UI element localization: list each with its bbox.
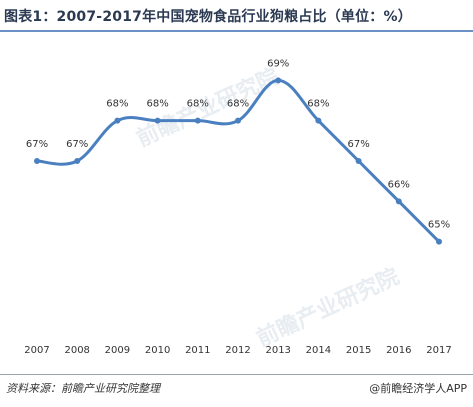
brand-credit: @前瞻经济学人APP [369,382,467,395]
x-tick-label-2015: 2015 [346,345,371,356]
data-label-2009: 68% [106,99,128,110]
x-tick-label-2010: 2010 [145,345,170,356]
data-point-2009 [114,117,121,124]
data-label-2016: 66% [388,179,410,190]
data-point-2010 [154,117,161,124]
source-note: 资料来源：前瞻产业研究院整理 [6,382,160,395]
x-tick-label-2009: 2009 [105,345,130,356]
x-tick-label-2017: 2017 [426,345,451,356]
data-point-2008 [74,158,81,164]
x-tick-label-2011: 2011 [185,345,210,356]
data-point-2012 [235,117,241,124]
data-point-2011 [194,117,201,124]
data-label-2011: 68% [187,99,209,110]
x-tick-label-2014: 2014 [306,345,331,356]
data-point-2007 [34,158,40,164]
chart-title: 图表1：2007-2017年中国宠物食品行业狗粮占比（单位：%） [4,9,412,25]
data-label-2010: 68% [146,99,168,110]
data-point-2015 [355,158,362,164]
data-point-2016 [395,198,402,205]
data-label-2013: 69% [267,58,289,69]
data-label-2012: 68% [227,99,249,110]
x-tick-label-2008: 2008 [64,345,89,356]
data-label-2007: 67% [26,139,48,150]
footer-divider [0,374,473,375]
data-label-2014: 68% [307,99,329,110]
x-tick-label-2007: 2007 [24,345,49,356]
title-divider [0,30,473,32]
x-tick-label-2013: 2013 [265,345,290,356]
data-label-2017: 65% [428,220,450,231]
data-point-2014 [315,117,322,124]
data-point-2013 [275,77,282,84]
data-label-2008: 67% [66,139,88,150]
data-label-2015: 67% [347,139,369,150]
x-tick-label-2016: 2016 [386,345,411,356]
data-point-2017 [436,238,442,245]
x-tick-label-2012: 2012 [225,345,250,356]
